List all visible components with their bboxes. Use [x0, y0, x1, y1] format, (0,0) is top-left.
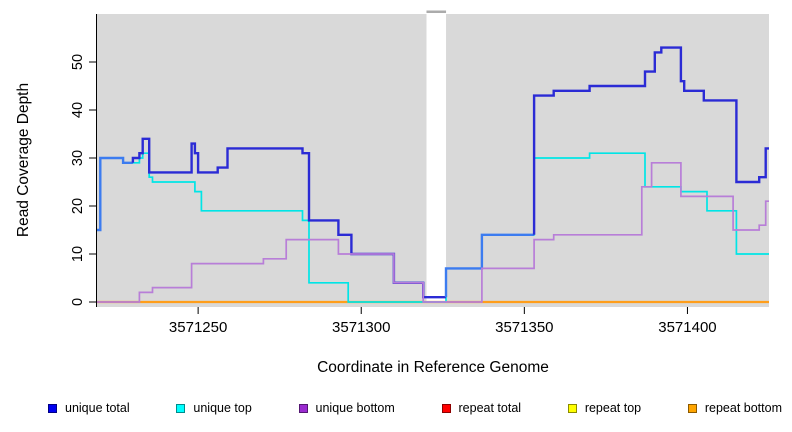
- series-line-unique-total: [97, 156, 133, 232]
- gap-region-cap: [426, 10, 447, 13]
- unique-bottom-swatch: [298, 403, 308, 413]
- series-line-unique-total: [532, 46, 769, 235]
- x-axis-title: Coordinate in Reference Genome: [317, 359, 549, 376]
- repeat-total-swatch: [441, 403, 451, 413]
- series-line-unique-top: [97, 152, 769, 303]
- x-tick-label: 3571300: [332, 319, 390, 336]
- x-tick-label: 3571400: [658, 319, 716, 336]
- y-tick-label: 40: [70, 102, 86, 118]
- y-tick-label: 10: [70, 246, 86, 262]
- legend-label: repeat top: [584, 401, 642, 415]
- unique-top-swatch: [176, 403, 186, 413]
- y-tick-label: 30: [70, 150, 86, 166]
- y-tick-label: 0: [70, 298, 86, 306]
- y-tick-label: 20: [70, 198, 86, 214]
- x-tick-label: 3571250: [169, 319, 227, 336]
- gap-region: [426, 10, 447, 303]
- legend-item-unique-total: unique total: [48, 401, 130, 415]
- legend-label: unique total: [65, 401, 130, 415]
- legend-label: repeat bottom: [704, 401, 782, 415]
- series-lines: [97, 46, 769, 304]
- legend-label: repeat total: [458, 401, 522, 415]
- x-tick-label: 3571350: [495, 319, 553, 336]
- y-axis-title: Read Coverage Depth: [15, 83, 32, 237]
- repeat-top-swatch: [567, 403, 577, 413]
- legend-label: unique top: [193, 401, 252, 415]
- legend: unique total unique top unique bottom repea…: [0, 397, 792, 419]
- series-line-unique-bottom: [97, 161, 769, 303]
- legend-item-unique-bottom: unique bottom: [298, 401, 395, 415]
- repeat-bottom-swatch: [687, 403, 697, 413]
- legend-label: unique bottom: [315, 401, 395, 415]
- legend-item-unique-top: unique top: [176, 401, 252, 415]
- unique-total-swatch: [48, 403, 57, 413]
- y-tick-label: 50: [70, 54, 86, 70]
- legend-item-repeat-top: repeat top: [567, 401, 642, 415]
- legend-item-repeat-bottom: repeat bottom: [687, 401, 782, 415]
- legend-item-repeat-total: repeat total: [441, 401, 522, 415]
